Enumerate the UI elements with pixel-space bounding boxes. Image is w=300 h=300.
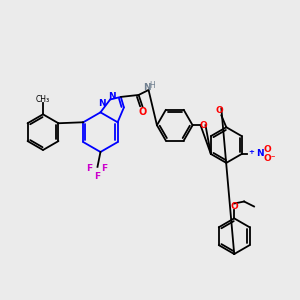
Text: O: O: [263, 145, 271, 154]
Text: O⁻: O⁻: [263, 154, 276, 164]
Text: H: H: [150, 80, 155, 89]
Text: O: O: [230, 202, 238, 211]
Text: N: N: [256, 149, 264, 158]
Text: O: O: [215, 106, 223, 115]
Text: +: +: [249, 149, 255, 155]
Text: F: F: [94, 172, 100, 181]
Text: O: O: [200, 121, 207, 130]
Text: CH₃: CH₃: [36, 95, 50, 104]
Text: F: F: [101, 164, 107, 173]
Text: N: N: [98, 99, 105, 108]
Text: N: N: [143, 82, 150, 91]
Text: F: F: [86, 164, 93, 173]
Text: O: O: [139, 107, 147, 117]
Text: N: N: [108, 92, 116, 101]
